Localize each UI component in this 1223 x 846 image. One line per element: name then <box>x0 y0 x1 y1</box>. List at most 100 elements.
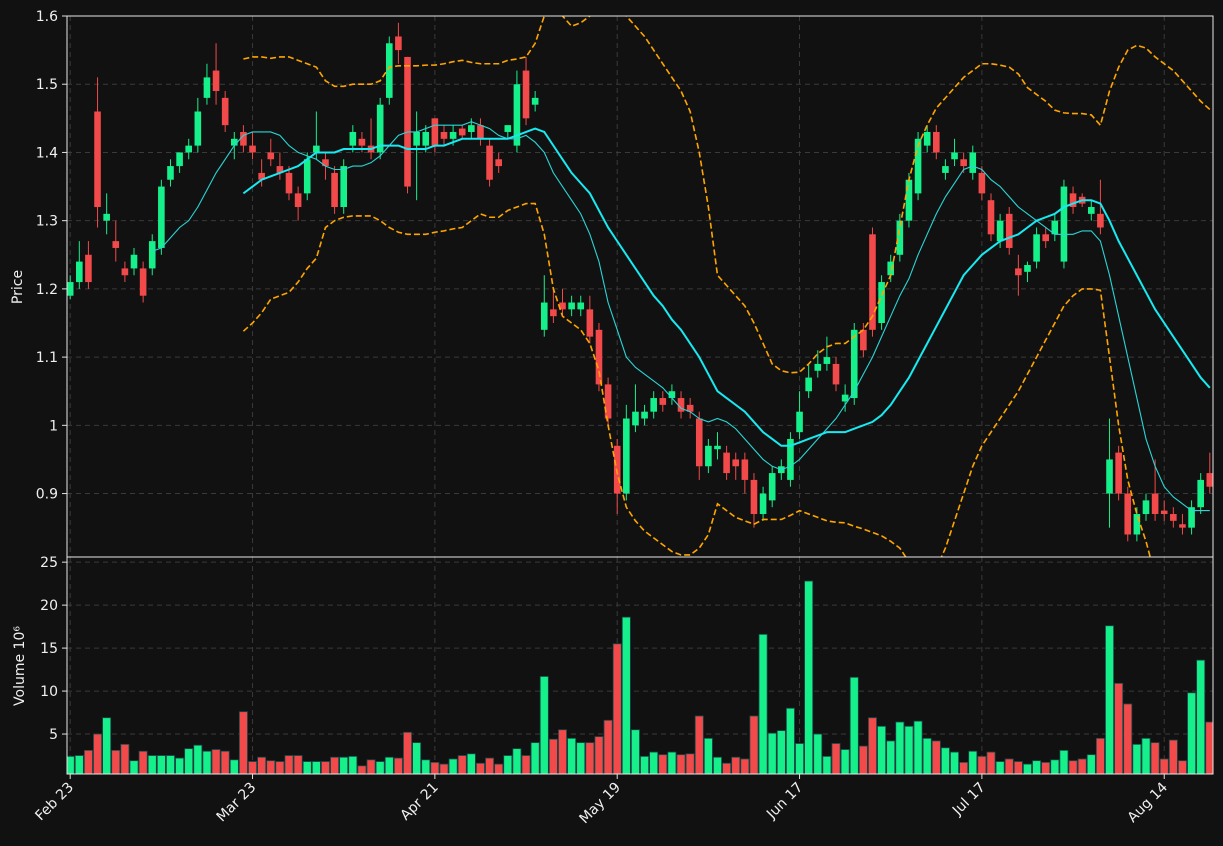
volume-bar <box>220 750 230 774</box>
volume-bar <box>995 761 1005 774</box>
candle-body <box>1106 459 1113 494</box>
price-plot <box>67 16 1213 557</box>
candle-body <box>641 411 648 419</box>
volume-bar <box>202 750 212 774</box>
candle-body <box>942 166 949 173</box>
candle-body <box>677 398 685 412</box>
candle-body <box>732 459 740 467</box>
volume-bar <box>175 757 185 774</box>
candle-body <box>787 438 794 480</box>
volume-bar <box>1013 761 1023 774</box>
volume-bar <box>785 707 795 774</box>
candle-body <box>94 111 101 208</box>
volume-bar <box>293 755 303 774</box>
candle-body <box>1206 473 1213 487</box>
candle-body <box>987 200 995 235</box>
volume-bar <box>393 757 403 774</box>
candle-body <box>996 220 1004 242</box>
volume-bar <box>93 733 103 774</box>
volume-bar <box>1132 743 1142 774</box>
volume-bar <box>1077 758 1087 774</box>
volume-bar <box>184 748 194 774</box>
candle-body <box>185 145 193 153</box>
candle-body <box>577 302 585 310</box>
candle-body <box>203 77 211 98</box>
candle-body <box>723 452 730 474</box>
candle-body <box>978 172 986 194</box>
volume-bar <box>840 749 850 774</box>
volume-bar <box>713 756 722 774</box>
candle-body <box>814 363 822 371</box>
volume-axis-label: Volume 10⁶ <box>12 626 28 706</box>
candle-body <box>1069 193 1077 208</box>
volume-bar <box>284 755 294 774</box>
candle-body <box>750 479 758 515</box>
volume-bar <box>521 755 531 774</box>
volume-bar <box>749 715 759 774</box>
candle-body <box>103 213 110 221</box>
volume-bar <box>1086 754 1096 774</box>
volume-bar <box>357 765 367 774</box>
y-tick-label: 1.5 <box>36 77 58 93</box>
candle-body <box>258 172 265 180</box>
candle-body <box>1179 524 1186 528</box>
candle-body <box>121 268 129 276</box>
candle-body <box>1124 493 1132 535</box>
y-tick-label: 1.1 <box>36 350 58 366</box>
volume-bar <box>986 751 996 774</box>
volume-bar <box>548 738 558 774</box>
candle-body <box>139 268 147 296</box>
candle-body <box>67 282 74 296</box>
volume-bar <box>585 742 595 774</box>
volume-bar <box>767 732 777 774</box>
candle-body <box>531 97 539 105</box>
candle-body <box>349 131 357 146</box>
volume-bar <box>694 715 704 774</box>
candle-body <box>559 302 566 310</box>
candle-body <box>1160 510 1168 515</box>
volume-bar <box>366 759 376 774</box>
volume-bar <box>1187 692 1197 774</box>
volume-bar <box>485 757 495 774</box>
candle-body <box>458 128 466 136</box>
candle-body <box>1015 268 1022 276</box>
candle-body <box>550 309 557 317</box>
candle-body <box>1170 514 1177 521</box>
volume-bar <box>74 755 84 774</box>
candle-body <box>167 166 174 180</box>
volume-bar <box>895 721 905 774</box>
y-tick-label: 25 <box>40 555 58 571</box>
volume-bar <box>266 760 276 774</box>
volume-bar <box>1177 760 1187 774</box>
volume-bar <box>877 725 887 774</box>
candle-body <box>285 172 293 194</box>
volume-bar <box>229 759 239 774</box>
candle-body <box>194 111 202 146</box>
volume-bar <box>658 754 668 774</box>
candle-body <box>313 145 320 153</box>
candle-body <box>878 282 885 323</box>
candle-body <box>823 357 831 364</box>
candle-body <box>887 261 895 276</box>
moving-average-line <box>242 127 1211 447</box>
volume-bar <box>193 744 203 774</box>
volume-bar <box>703 737 713 774</box>
candle-body <box>741 459 749 480</box>
y-tick-label: 10 <box>40 684 58 700</box>
candle-body <box>604 384 612 419</box>
volume-bar <box>375 761 385 774</box>
volume-bar <box>102 717 112 774</box>
candle-body <box>805 377 812 392</box>
candle-body <box>504 125 512 132</box>
volume-bar <box>302 761 312 774</box>
volume-bar <box>1123 703 1133 774</box>
candle-body <box>322 159 329 167</box>
volume-plot <box>67 580 1213 774</box>
volume-bar <box>950 751 959 774</box>
volume-bar <box>731 756 741 774</box>
candle-body <box>85 254 92 283</box>
candle-body <box>130 254 138 269</box>
volume-bar <box>257 756 267 774</box>
volume-bar <box>1023 763 1032 774</box>
candle-body <box>340 166 347 208</box>
